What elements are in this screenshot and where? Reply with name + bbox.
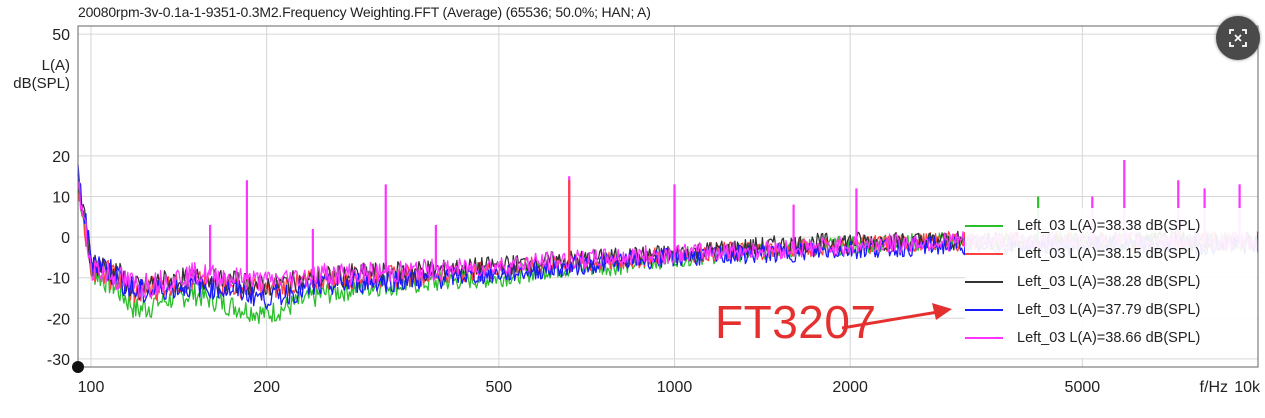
- y-tick-label: 50: [52, 27, 70, 44]
- chart-title: 20080rpm-3v-0.1a-1-9351-0.3M2.Frequency …: [78, 4, 651, 20]
- y-tick-label: -20: [47, 311, 70, 328]
- x-tick-label: 100: [78, 379, 105, 396]
- x-tick-label: 10k: [1234, 379, 1261, 396]
- y-axis-label-line-1: L(A): [41, 57, 70, 74]
- origin-marker: [72, 361, 84, 373]
- legend-swatch: [965, 309, 1003, 311]
- x-tick-label: 1000: [657, 379, 693, 396]
- zoom-reset-icon: [1229, 29, 1247, 47]
- legend-item[interactable]: Left_03 L(A)=38.38 dB(SPL): [965, 216, 1200, 236]
- legend-swatch: [965, 225, 1003, 227]
- tick-labels: 100 200 500 1000 2000 5000 10kf/Hz5020100-10-2…: [47, 27, 1261, 396]
- legend-swatch: [965, 281, 1003, 283]
- y-tick-label: 10: [52, 190, 70, 207]
- legend-swatch: [965, 253, 1003, 255]
- legend-label: Left_03 L(A)=38.15 dB(SPL): [1017, 246, 1201, 262]
- legend-item[interactable]: Left_03 L(A)=38.28 dB(SPL): [965, 272, 1200, 292]
- y-tick-label: -10: [47, 271, 70, 288]
- annotation-label: FT3207: [715, 296, 877, 348]
- x-tick-label: 500: [485, 379, 512, 396]
- x-axis-label: f/Hz: [1200, 379, 1228, 396]
- legend-item[interactable]: Left_03 L(A)=38.66 dB(SPL): [965, 328, 1200, 348]
- legend: Left_03 L(A)=38.38 dB(SPL) Left_03 L(A)=…: [965, 208, 1257, 358]
- legend-label: Left_03 L(A)=38.66 dB(SPL): [1017, 330, 1201, 346]
- legend-item[interactable]: Left_03 L(A)=37.79 dB(SPL): [965, 300, 1200, 320]
- x-tick-label: 2000: [832, 379, 868, 396]
- legend-swatch: [965, 337, 1003, 339]
- zoom-reset-button[interactable]: [1216, 16, 1260, 60]
- legend-label: Left_03 L(A)=38.38 dB(SPL): [1017, 218, 1201, 234]
- legend-label: Left_03 L(A)=38.28 dB(SPL): [1017, 274, 1201, 290]
- x-tick-label: 200: [253, 379, 280, 396]
- plot-frame: [77, 25, 1259, 368]
- y-tick-label: 0: [61, 230, 70, 247]
- x-tick-label: 5000: [1065, 379, 1101, 396]
- legend-label: Left_03 L(A)=37.79 dB(SPL): [1017, 302, 1201, 318]
- y-tick-label: -30: [47, 352, 70, 369]
- legend-item[interactable]: Left_03 L(A)=38.15 dB(SPL): [965, 244, 1200, 264]
- y-axis-label-line-2: dB(SPL): [13, 75, 70, 92]
- y-tick-label: 20: [52, 149, 70, 166]
